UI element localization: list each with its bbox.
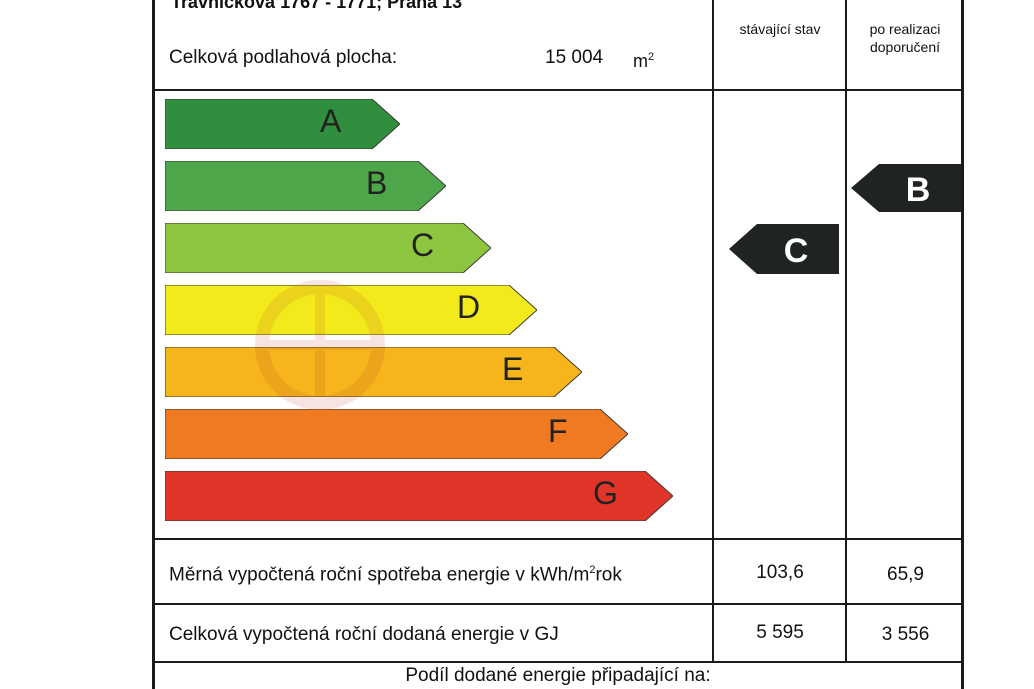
energy-class-letter: E [502,351,524,387]
energy-label: Trávníčkova 1767 - 1771; Praha 13 Celkov… [152,0,964,689]
energy-share-title: Podíl dodané energie připadající na: [405,665,711,686]
energy-class-bar-d: D [165,285,537,335]
energy-class-bar-c: C [165,223,491,273]
energy-class-letter: D [457,289,481,325]
divider-row2 [155,661,961,663]
column-divider-left [712,0,714,661]
column-divider-right [845,0,847,661]
specific-consumption-label: Měrná vypočtená roční spotřeba energie v… [169,564,622,586]
specific-consumption-after: 65,9 [887,564,924,585]
building-address: Trávníčkova 1767 - 1771; Praha 13 [171,0,463,12]
after-rating-marker: B [851,164,961,217]
energy-class-letter: B [366,165,388,201]
current-rating-arrow [729,224,839,274]
divider-header [155,89,961,91]
divider-row1 [155,603,961,605]
specific-consumption-current: 103,6 [756,562,804,583]
energy-class-bar-g: G [165,471,673,521]
energy-class-letter: A [320,103,342,139]
floor-area-label: Celková podlahová plocha: [169,47,398,68]
total-energy-label: Celková vypočtená roční dodaná energie v… [169,624,559,645]
after-rating-arrow [851,164,961,212]
energy-class-bar-e: E [165,347,582,397]
divider-scale [155,538,961,540]
column-header-after: po realizaci doporučení [869,21,941,55]
floor-area-unit: m2 [633,51,655,71]
total-energy-after: 3 556 [881,624,930,645]
total-energy-current: 5 595 [756,622,804,643]
energy-class-letter: G [593,475,618,511]
column-header-current: stávající stav [739,21,821,37]
energy-class-letter: C [411,227,435,263]
energy-class-bar-f: F [165,409,628,459]
after-rating-letter: B [905,171,931,209]
energy-class-letter: F [548,413,568,449]
current-rating-marker: C [729,224,839,279]
energy-class-bar-a: A [165,99,400,149]
current-rating-letter: C [783,232,809,270]
energy-class-bar-b: B [165,161,446,211]
floor-area-value: 15 004 [545,47,604,68]
